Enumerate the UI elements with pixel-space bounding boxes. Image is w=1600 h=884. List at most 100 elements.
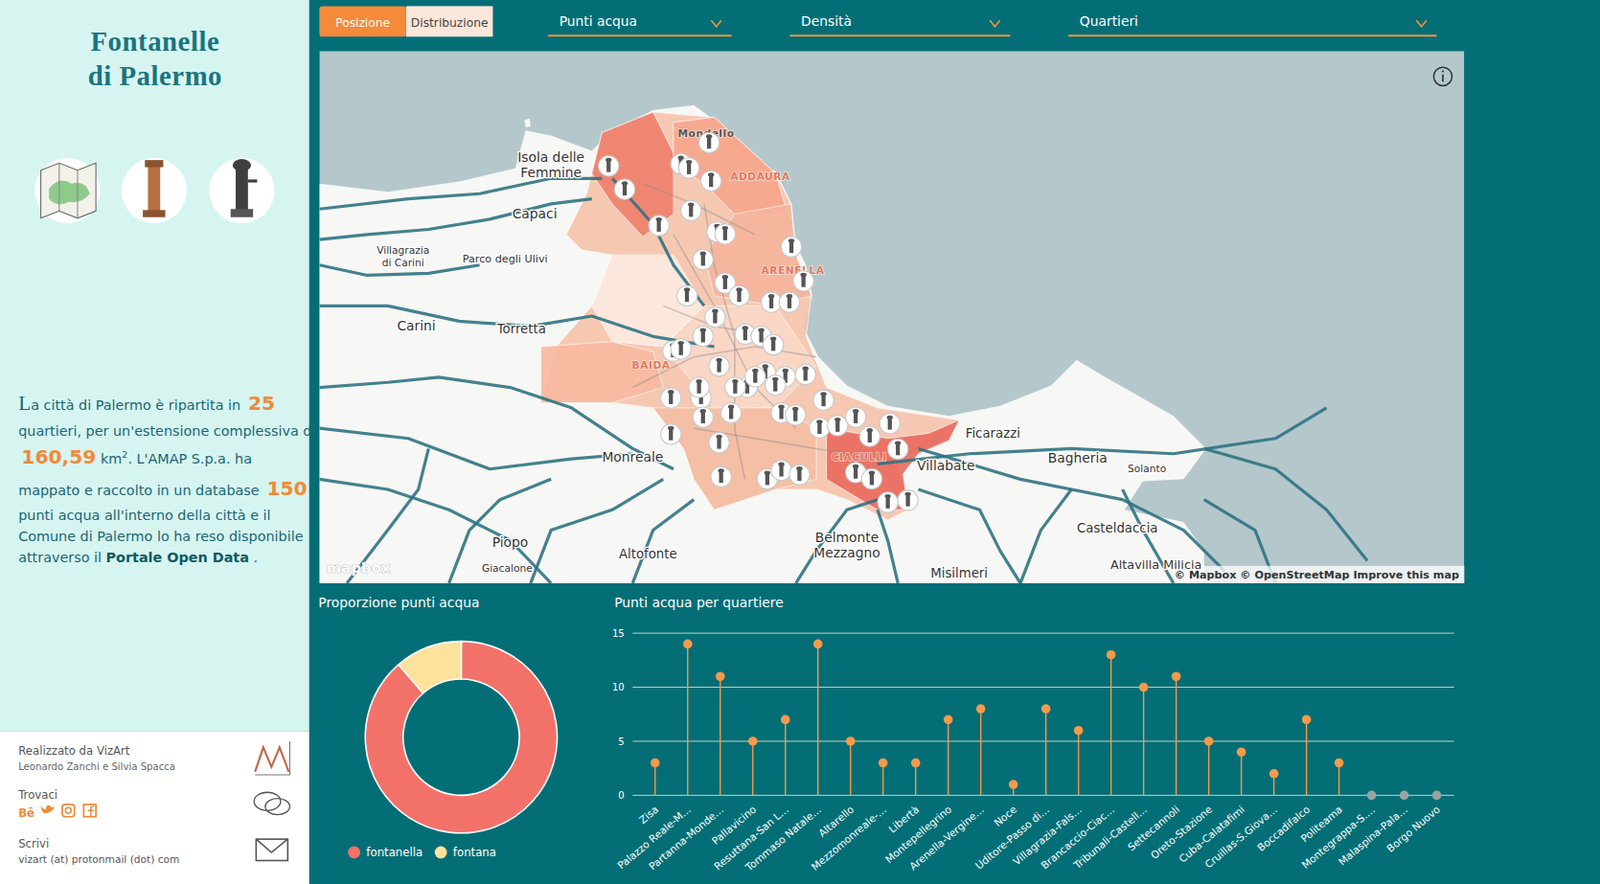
fountain-marker[interactable] [692, 325, 713, 346]
fountain-marker[interactable] [670, 339, 691, 360]
marker-glyph-cap [757, 328, 764, 333]
lollipop-dot[interactable] [1367, 791, 1377, 801]
lollipop-dot[interactable] [650, 758, 661, 769]
logo-envelope[interactable] [255, 839, 288, 861]
fountain-marker[interactable] [789, 464, 810, 485]
fountain-marker[interactable] [795, 364, 816, 385]
fountain-marker[interactable] [813, 389, 834, 411]
donut-slice[interactable] [365, 641, 557, 834]
marker-glyph [758, 331, 763, 343]
marker-glyph-cap [706, 134, 712, 138]
toggle-button[interactable] [406, 5, 494, 37]
fountain-marker[interactable] [708, 433, 730, 454]
lollipop-dot[interactable] [1236, 747, 1247, 757]
fountain-marker[interactable] [778, 292, 800, 313]
lollipop-dot[interactable] [911, 758, 921, 769]
map-info-button[interactable] [1433, 67, 1452, 86]
lollipop-dot[interactable] [748, 736, 758, 747]
fountain-marker[interactable] [861, 468, 882, 489]
fountain-marker[interactable] [661, 388, 682, 409]
fountain-marker[interactable] [897, 490, 918, 511]
dropdown-hit[interactable] [789, 5, 1010, 37]
marker-glyph [853, 411, 858, 424]
lollipop-dot[interactable] [813, 640, 823, 650]
social-behance[interactable]: Bē [18, 806, 35, 821]
social-facebook[interactable] [83, 804, 96, 818]
lollipop-dot[interactable] [1269, 769, 1280, 779]
fountain-marker[interactable] [785, 405, 806, 426]
fountain-marker[interactable] [771, 459, 792, 480]
fountain-marker[interactable] [763, 334, 784, 355]
fountain-marker[interactable] [678, 158, 699, 179]
marker-glyph-cap [621, 181, 628, 185]
lollipop-dot[interactable] [845, 736, 856, 747]
marker-glyph [789, 241, 794, 253]
fountain-marker[interactable] [714, 224, 735, 245]
lollipop-dot[interactable] [1432, 791, 1442, 801]
lollipop-dot[interactable] [1041, 704, 1052, 714]
fountain-marker[interactable] [793, 271, 814, 292]
lollipop-dot[interactable] [1171, 671, 1182, 682]
social-instagram[interactable] [62, 804, 75, 818]
lollipop-dot[interactable] [1334, 758, 1345, 769]
social-twitter[interactable] [41, 805, 56, 814]
fountain-marker[interactable] [725, 377, 746, 398]
fountain-marker[interactable] [692, 407, 713, 428]
fountain-marker[interactable] [681, 200, 702, 221]
fountain-marker[interactable] [648, 215, 669, 236]
lollipop-dot[interactable] [780, 715, 791, 726]
fountain-marker[interactable] [827, 415, 848, 436]
lollipop-dot[interactable] [1302, 715, 1312, 726]
fountain-marker[interactable] [692, 249, 713, 270]
fountain-marker[interactable] [598, 156, 619, 177]
fountain-marker[interactable] [614, 179, 635, 200]
fountain-marker[interactable] [809, 417, 830, 438]
marker-glyph-cap [816, 419, 823, 424]
dropdown-hit[interactable] [1068, 5, 1437, 37]
fountain-marker[interactable] [765, 375, 786, 396]
lollipop-dot[interactable] [976, 704, 986, 714]
lollipop-dot[interactable] [715, 671, 726, 682]
fountain-marker[interactable] [845, 407, 866, 428]
map[interactable] [319, 50, 1464, 584]
toggle-button[interactable] [319, 5, 407, 37]
icon-map [41, 162, 97, 218]
fountain-marker[interactable] [661, 424, 682, 445]
marker-glyph-cap [684, 287, 690, 292]
fountain-marker[interactable] [780, 236, 801, 257]
fountain-marker[interactable] [877, 492, 898, 513]
dropdown-label: Quartieri [1079, 13, 1139, 29]
fountain-marker[interactable] [887, 438, 908, 459]
fountain-marker[interactable] [859, 426, 880, 447]
intro-line: mappato e raccolto in un database 150 [18, 477, 307, 501]
lollipop-dot[interactable] [683, 640, 693, 650]
fountain-marker[interactable] [710, 466, 732, 487]
lollipop-dot[interactable] [1139, 683, 1149, 693]
intro-plain: punti acqua all'interno della città e il [18, 507, 271, 524]
dropdown-hit[interactable] [548, 5, 732, 37]
lollipop-dot[interactable] [1204, 736, 1214, 747]
fountain-marker[interactable] [705, 306, 726, 327]
fountain-marker[interactable] [729, 285, 750, 306]
fountain-marker[interactable] [720, 402, 741, 423]
lollipop-dot[interactable] [1399, 791, 1410, 801]
lollipop-dot[interactable] [1008, 779, 1019, 790]
donut-slice[interactable] [398, 641, 461, 694]
dropdown-label: Punti acqua [559, 13, 638, 29]
map-road [449, 479, 552, 584]
fountain-marker[interactable] [676, 285, 697, 306]
fountain-marker[interactable] [745, 366, 766, 388]
lollipop-dot[interactable] [878, 758, 889, 769]
fountain-marker[interactable] [879, 413, 900, 435]
marker-glyph-cap [792, 407, 799, 412]
fountain-marker[interactable] [698, 132, 719, 153]
fountain-marker[interactable] [760, 292, 781, 313]
fountain-marker[interactable] [688, 377, 709, 398]
sidebar-icons [34, 158, 275, 224]
fountain-marker[interactable] [708, 356, 730, 377]
lollipop-dot[interactable] [1106, 650, 1117, 661]
map-road [877, 509, 898, 584]
lollipop-dot[interactable] [943, 715, 954, 726]
lollipop-dot[interactable] [1074, 726, 1084, 736]
fountain-marker[interactable] [701, 170, 722, 191]
